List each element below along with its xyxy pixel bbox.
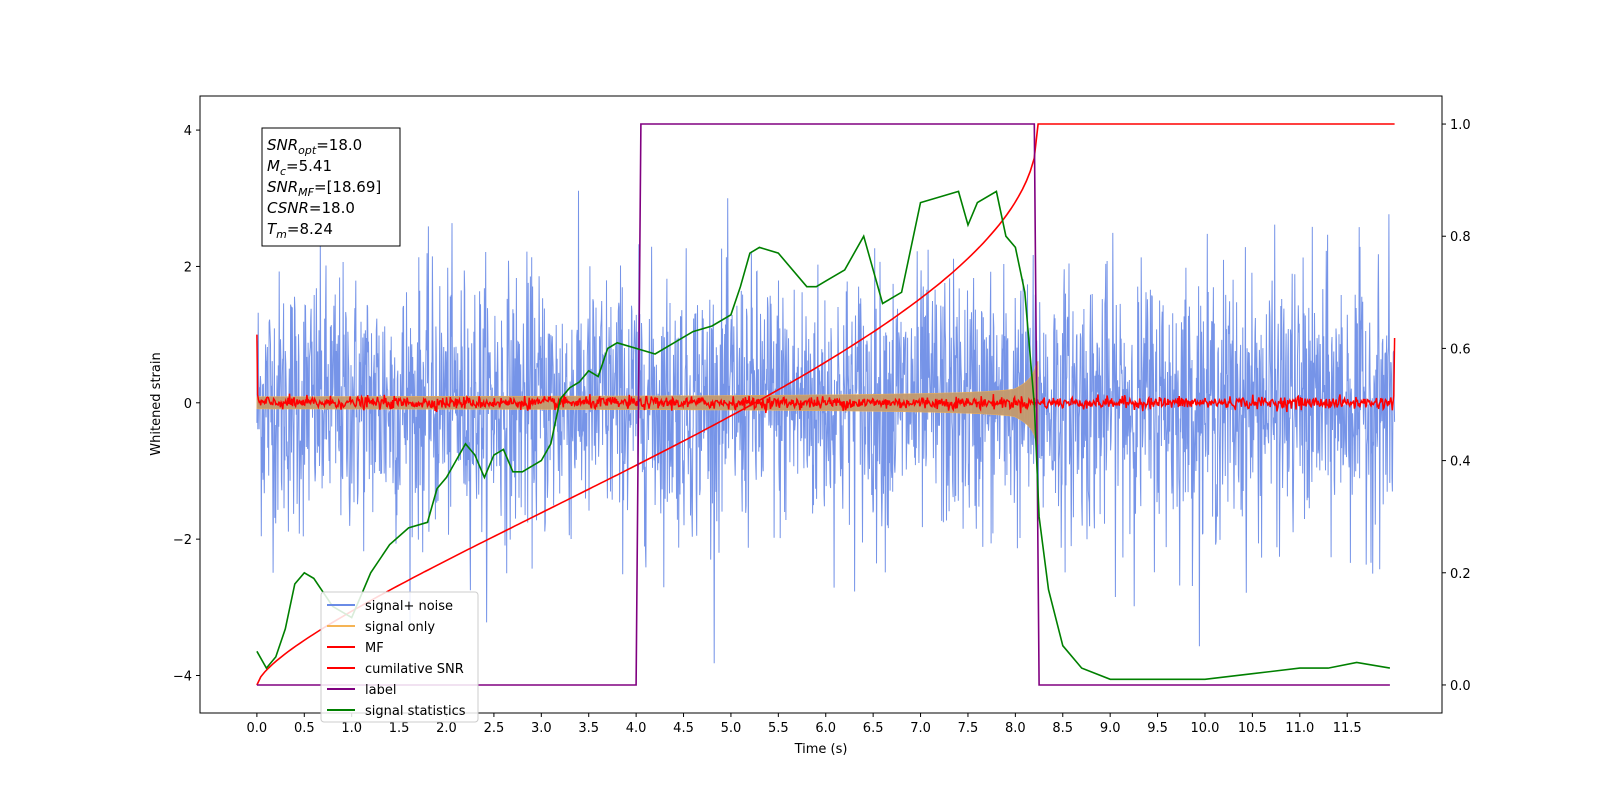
- y-right-tick-label: 0.4: [1450, 455, 1471, 470]
- y-axis-label: Whitened strain: [149, 352, 164, 455]
- series-mf: [256, 334, 1396, 414]
- annotation-line: CSNR=18.0: [267, 199, 355, 217]
- y-right-tick-label: 1.0: [1450, 118, 1471, 133]
- x-tick-label: 10.0: [1191, 721, 1220, 736]
- x-axis: 0.0 0.5 1.0 1.5 2.0 2.5 3.0 3.5 4.0 4.5 5.0 5.5 6.0 6…: [247, 713, 1362, 736]
- legend-label: label: [365, 683, 396, 698]
- series-signal-noise: [256, 190, 1396, 664]
- y-axis-right: 0.0 0.2 0.4 0.6 0.8 1.0: [1442, 118, 1471, 694]
- y-right-tick-label: 0.2: [1450, 567, 1471, 582]
- x-tick-label: 6.5: [863, 721, 884, 736]
- x-tick-label: 8.5: [1052, 721, 1073, 736]
- annotation-line: SNRopt=18.0: [267, 136, 362, 157]
- plot-frame: [199, 95, 1443, 714]
- y-right-tick-label: 0.0: [1450, 679, 1471, 694]
- x-tick-label: 2.0: [436, 721, 457, 736]
- legend: signal+ noise signal only MF cumilative SNR…: [320, 591, 479, 723]
- y-tick-label: 4: [184, 124, 192, 139]
- x-axis-label: Time (s): [794, 742, 848, 757]
- legend-label: MF: [365, 641, 384, 656]
- annotation-line: SNRMF=[18.69]: [267, 178, 381, 199]
- series-label: [256, 123, 1390, 686]
- series-cumilative-snr: [256, 123, 1395, 686]
- legend-frame: [320, 591, 479, 723]
- x-tick-label: 11.0: [1285, 721, 1314, 736]
- x-tick-label: 1.0: [341, 721, 362, 736]
- x-tick-label: 10.5: [1238, 721, 1267, 736]
- x-tick-label: 8.0: [1005, 721, 1026, 736]
- x-tick-label: 3.0: [531, 721, 552, 736]
- x-tick-label: 5.0: [721, 721, 742, 736]
- y-tick-label: −4: [173, 670, 192, 685]
- y-axis-left: −4 −2 0 2 4: [173, 124, 200, 685]
- y-tick-label: −2: [173, 533, 192, 548]
- annotation-frame: [261, 127, 401, 247]
- x-tick-label: 4.0: [626, 721, 647, 736]
- y-tick-label: 2: [184, 260, 192, 275]
- annotation-line: Mc=5.41: [267, 157, 332, 178]
- x-tick-label: 6.0: [815, 721, 836, 736]
- x-tick-label: 9.0: [1100, 721, 1121, 736]
- plot-area: [256, 123, 1396, 686]
- legend-label: signal only: [365, 620, 435, 635]
- annotation-box: SNRopt=18.0Mc=5.41SNRMF=[18.69]CSNR=18.0…: [261, 127, 401, 247]
- x-tick-label: 1.5: [389, 721, 410, 736]
- x-tick-label: 7.0: [910, 721, 931, 736]
- x-tick-label: 0.0: [247, 721, 268, 736]
- x-tick-label: 7.5: [958, 721, 979, 736]
- x-tick-label: 11.5: [1333, 721, 1362, 736]
- x-tick-label: 3.5: [578, 721, 599, 736]
- y-right-tick-label: 0.6: [1450, 342, 1471, 357]
- series-signal-statistics: [256, 190, 1391, 681]
- x-tick-label: 0.5: [294, 721, 315, 736]
- x-tick-label: 2.5: [484, 721, 505, 736]
- annotation-line: Tm=8.24: [267, 220, 333, 241]
- legend-label: signal+ noise: [365, 599, 453, 614]
- x-tick-label: 9.5: [1147, 721, 1168, 736]
- legend-label: signal statistics: [365, 704, 466, 719]
- y-tick-label: 0: [184, 397, 192, 412]
- x-tick-label: 5.5: [768, 721, 789, 736]
- x-tick-label: 4.5: [673, 721, 694, 736]
- y-right-tick-label: 0.8: [1450, 230, 1471, 245]
- legend-label: cumilative SNR: [365, 662, 464, 677]
